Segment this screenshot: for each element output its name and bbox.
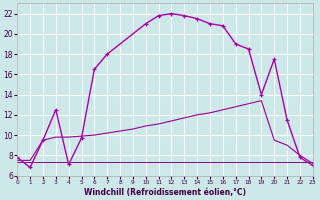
X-axis label: Windchill (Refroidissement éolien,°C): Windchill (Refroidissement éolien,°C) [84, 188, 246, 197]
